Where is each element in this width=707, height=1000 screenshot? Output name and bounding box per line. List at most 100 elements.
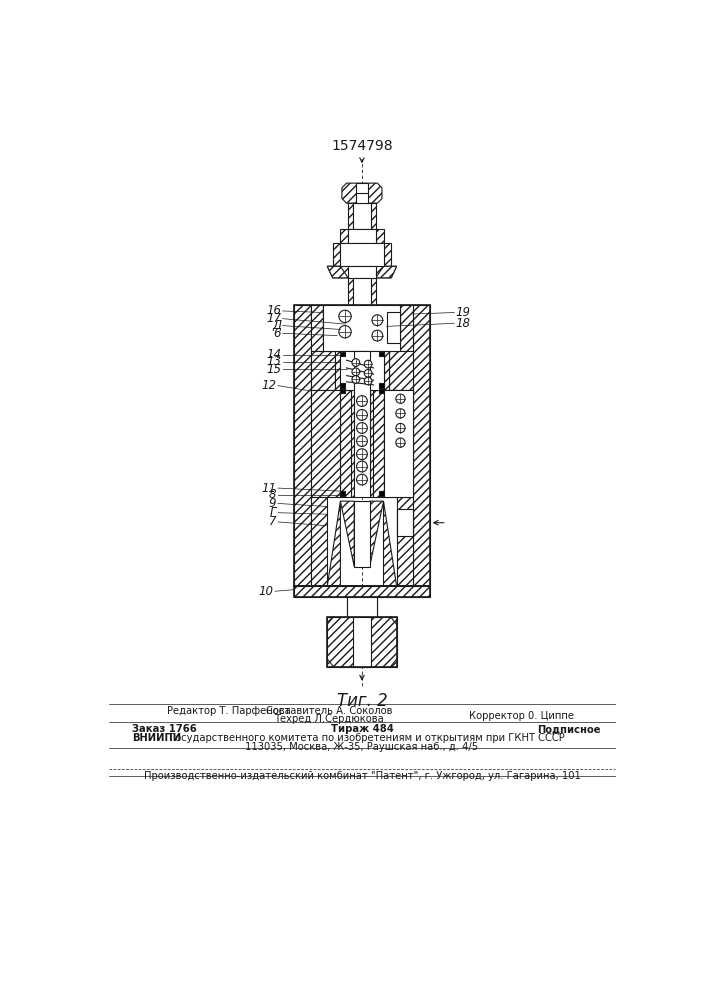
Circle shape [339, 310, 351, 323]
Bar [294, 305, 430, 586]
Text: 16: 16 [266, 304, 281, 317]
Text: Государственного комитета по изобретениям и открытиям при ГКНТ СССР: Государственного комитета по изобретения… [170, 733, 565, 743]
Text: 12: 12 [262, 379, 276, 392]
Circle shape [352, 359, 360, 366]
Polygon shape [348, 278, 353, 305]
Circle shape [352, 376, 360, 383]
Text: 7: 7 [269, 515, 276, 528]
Text: 19: 19 [456, 306, 471, 319]
Polygon shape [373, 389, 383, 497]
Polygon shape [383, 501, 397, 586]
Polygon shape [311, 351, 335, 389]
Circle shape [356, 423, 368, 433]
Polygon shape [327, 501, 340, 586]
Polygon shape [370, 501, 383, 567]
Circle shape [396, 409, 405, 418]
Polygon shape [324, 305, 337, 339]
Polygon shape [311, 389, 340, 497]
Text: 113035, Москва, Ж-35, Раушская наб., д. 4/5: 113035, Москва, Ж-35, Раушская наб., д. … [245, 742, 479, 752]
Polygon shape [340, 389, 351, 497]
Polygon shape [348, 203, 353, 229]
Text: 9: 9 [269, 497, 276, 510]
Polygon shape [383, 389, 413, 497]
Polygon shape [389, 351, 413, 389]
Polygon shape [413, 305, 430, 586]
Bar [379, 383, 383, 388]
Bar [340, 491, 345, 496]
Text: Заказ 1766: Заказ 1766 [132, 724, 197, 734]
Bar [387, 312, 400, 343]
Bar [340, 243, 383, 266]
Text: Τиг. 2: Τиг. 2 [337, 692, 387, 710]
Bar [354, 351, 370, 497]
Polygon shape [311, 497, 327, 586]
Circle shape [396, 438, 405, 447]
Text: Редактор Т. Парфенова: Редактор Т. Парфенова [167, 706, 291, 716]
Circle shape [356, 410, 368, 420]
Bar [379, 389, 383, 393]
Text: 8: 8 [269, 488, 276, 501]
Text: Тираж 484: Тираж 484 [330, 724, 393, 734]
Bar [353, 617, 371, 667]
Text: 10: 10 [258, 585, 274, 598]
Text: 6: 6 [274, 327, 281, 340]
Bar [327, 617, 397, 667]
Polygon shape [327, 617, 397, 667]
Bar [348, 266, 376, 278]
Bar [356, 183, 368, 203]
Circle shape [356, 396, 368, 406]
Text: Составитель А. Соколов: Составитель А. Соколов [266, 706, 392, 716]
Polygon shape [346, 597, 378, 617]
Text: 18: 18 [456, 317, 471, 330]
Polygon shape [342, 183, 382, 203]
Polygon shape [397, 497, 413, 586]
Bar [379, 491, 383, 496]
Text: ВНИИПИ: ВНИИПИ [132, 733, 182, 743]
Circle shape [364, 360, 372, 368]
Bar [383, 389, 413, 497]
Text: Корректор 0. Циппе: Корректор 0. Циппе [469, 711, 574, 721]
Bar [379, 352, 383, 356]
Polygon shape [376, 266, 397, 278]
Circle shape [372, 330, 382, 341]
Circle shape [356, 436, 368, 446]
Circle shape [396, 423, 405, 433]
Polygon shape [327, 266, 348, 278]
Polygon shape [371, 203, 376, 229]
Bar [348, 229, 376, 243]
Polygon shape [294, 586, 430, 597]
Bar [354, 501, 370, 567]
Text: Д: Д [272, 319, 281, 332]
Polygon shape [351, 351, 354, 497]
Bar [294, 586, 430, 597]
Polygon shape [383, 243, 391, 266]
Text: 1574798: 1574798 [331, 139, 393, 153]
Circle shape [396, 394, 405, 403]
Polygon shape [340, 501, 354, 567]
Text: 17: 17 [266, 312, 281, 325]
Bar [324, 305, 400, 351]
Bar [353, 203, 371, 229]
Circle shape [352, 368, 360, 376]
Polygon shape [371, 278, 376, 305]
Polygon shape [376, 229, 383, 243]
Polygon shape [294, 305, 311, 586]
Text: Техред Л.Сердюкова: Техред Л.Сердюкова [274, 714, 384, 724]
Circle shape [356, 461, 368, 472]
Circle shape [356, 449, 368, 460]
Text: 14: 14 [266, 348, 281, 361]
Bar [353, 278, 371, 305]
Bar [340, 383, 345, 388]
Circle shape [339, 326, 351, 338]
Polygon shape [340, 229, 348, 243]
Bar [346, 597, 378, 617]
Text: 13: 13 [266, 355, 281, 368]
Polygon shape [335, 351, 340, 389]
Text: Подписное: Подписное [537, 724, 600, 734]
Polygon shape [383, 351, 389, 389]
Polygon shape [400, 305, 413, 351]
Circle shape [372, 315, 382, 326]
Polygon shape [311, 305, 324, 351]
Circle shape [364, 377, 372, 385]
Bar [340, 352, 345, 356]
